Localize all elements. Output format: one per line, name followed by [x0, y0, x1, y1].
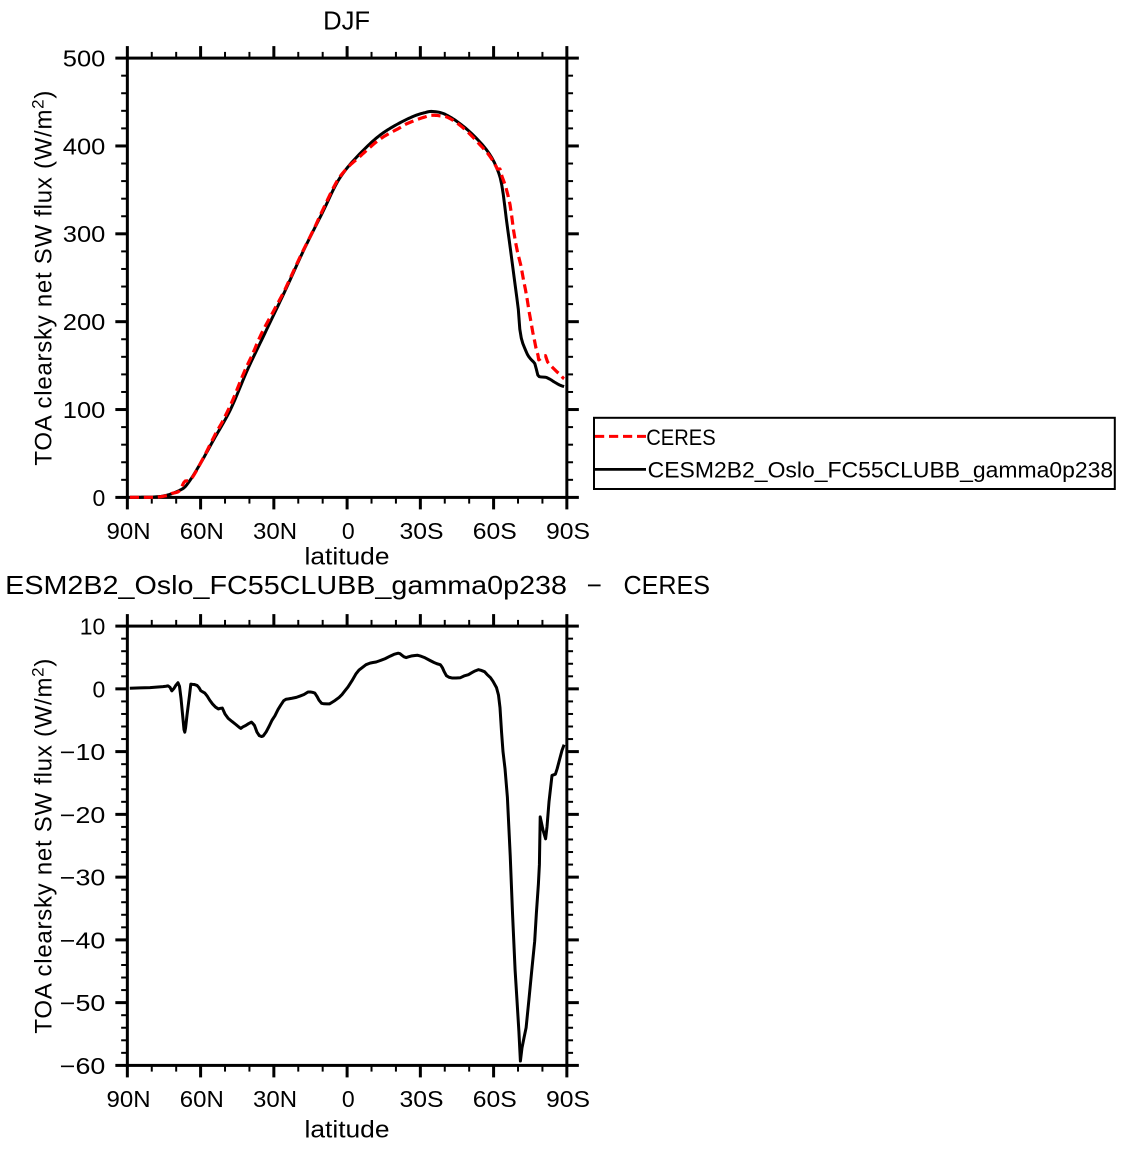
svg-text:200: 200: [63, 309, 106, 335]
svg-text:0: 0: [342, 1086, 355, 1112]
svg-text:60N: 60N: [180, 518, 224, 544]
svg-text:30S: 30S: [400, 1086, 444, 1112]
svg-text:TOA clearsky net SW flux (W/m2: TOA clearsky net SW flux (W/m2): [28, 90, 57, 466]
svg-text:−30: −30: [60, 865, 106, 891]
svg-text:60N: 60N: [180, 1086, 224, 1112]
svg-text:0: 0: [93, 485, 106, 511]
svg-text:400: 400: [63, 133, 106, 159]
svg-text:0: 0: [342, 518, 355, 544]
svg-text:90S: 90S: [546, 518, 590, 544]
svg-text:latitude: latitude: [305, 1117, 390, 1144]
svg-text:30N: 30N: [253, 1086, 297, 1112]
svg-text:−40: −40: [60, 927, 106, 953]
svg-text:60S: 60S: [473, 518, 517, 544]
svg-text:90N: 90N: [107, 1086, 151, 1112]
svg-text:90N: 90N: [107, 518, 151, 544]
svg-text:300: 300: [63, 221, 106, 247]
svg-text:30N: 30N: [253, 518, 297, 544]
svg-text:DJF: DJF: [323, 5, 370, 35]
svg-text:TOA clearsky net SW flux (W/m2: TOA clearsky net SW flux (W/m2): [28, 658, 57, 1034]
svg-text:500: 500: [63, 46, 106, 72]
svg-text:−20: −20: [60, 802, 106, 828]
svg-text:100: 100: [63, 397, 106, 423]
svg-text:0: 0: [93, 676, 106, 702]
svg-text:60S: 60S: [473, 1086, 517, 1112]
svg-text:CERES: CERES: [646, 425, 716, 450]
svg-text:30S: 30S: [400, 518, 444, 544]
svg-text:90S: 90S: [546, 1086, 590, 1112]
svg-text:−10: −10: [60, 739, 106, 765]
svg-text:CERES: CERES: [624, 570, 711, 600]
svg-text:−60: −60: [60, 1053, 106, 1079]
svg-text:CESM2B2_Oslo_FC55CLUBB_gamma0p: CESM2B2_Oslo_FC55CLUBB_gamma0p238: [648, 458, 1113, 483]
svg-text:10: 10: [80, 614, 106, 640]
svg-text:latitude: latitude: [305, 544, 390, 571]
svg-text:−: −: [587, 570, 602, 600]
svg-text:ESM2B2_Oslo_FC55CLUBB_gamma0p2: ESM2B2_Oslo_FC55CLUBB_gamma0p238: [5, 570, 567, 600]
svg-text:−50: −50: [60, 990, 106, 1016]
